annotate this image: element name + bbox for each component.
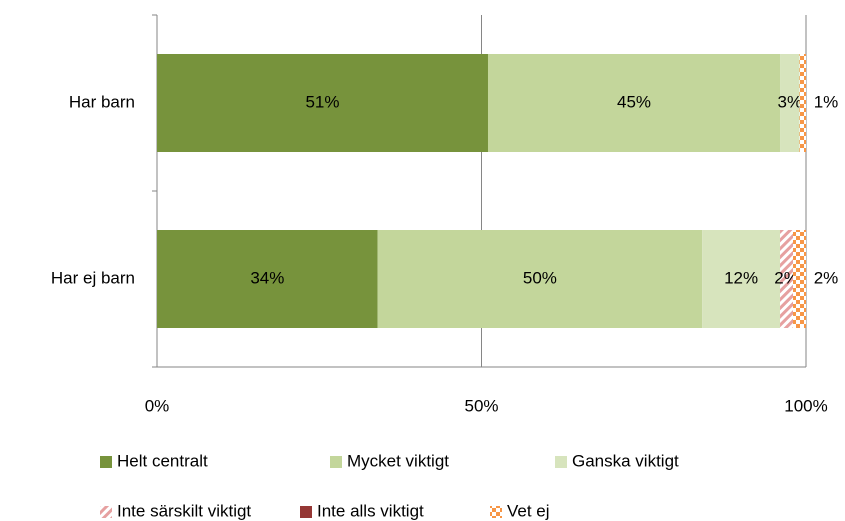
data-label: 12% [724, 268, 758, 287]
legend-marker [555, 456, 567, 468]
y-tick-label: Har barn [69, 92, 135, 111]
bar-segment [793, 230, 806, 328]
legend-label: Inte särskilt viktigt [117, 501, 251, 520]
x-tick-label: 100% [784, 396, 827, 415]
x-tick-label: 50% [464, 396, 498, 415]
y-tick-label: Har ej barn [51, 268, 135, 287]
legend-label: Vet ej [507, 501, 550, 520]
legend-label: Inte alls viktigt [317, 501, 424, 520]
data-label: 34% [250, 268, 284, 287]
data-label: 45% [617, 92, 651, 111]
legend-label: Ganska viktigt [572, 451, 679, 470]
data-label: 3% [777, 92, 802, 111]
bar-segment [377, 230, 703, 328]
bar-segment [799, 54, 806, 152]
data-label: 50% [523, 268, 557, 287]
data-label: 51% [305, 92, 339, 111]
legend-marker [300, 506, 312, 518]
bar-segment [487, 54, 781, 152]
data-label: 2% [774, 268, 799, 287]
data-label: 1% [814, 92, 839, 111]
legend-label: Mycket viktigt [347, 451, 449, 470]
legend-label: Helt centralt [117, 451, 208, 470]
x-tick-label: 0% [145, 396, 170, 415]
legend-marker [330, 456, 342, 468]
bar-segment [157, 230, 378, 328]
bar-segment [157, 54, 488, 152]
legend-marker [100, 506, 112, 518]
bar-segment [780, 230, 794, 328]
bar-segment [702, 230, 781, 328]
bar-segment [780, 54, 800, 152]
legend-marker [490, 506, 502, 518]
legend-marker [100, 456, 112, 468]
data-label: 2% [814, 268, 839, 287]
